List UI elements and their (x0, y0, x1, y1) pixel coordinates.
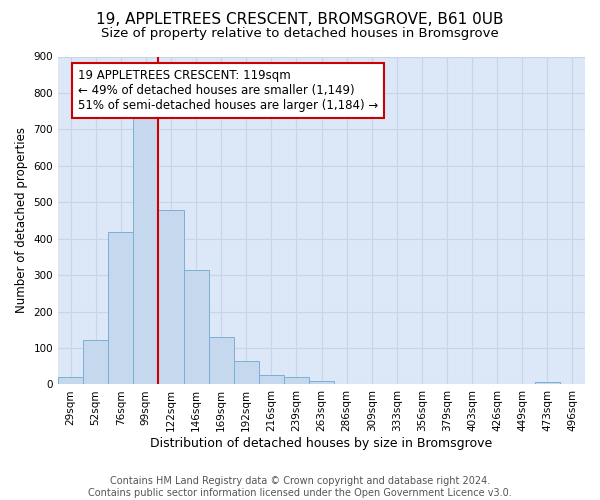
Y-axis label: Number of detached properties: Number of detached properties (15, 128, 28, 314)
Bar (58, 377, 83, 384)
Bar (259, 376, 284, 384)
Bar (133, 118, 158, 384)
Bar (309, 381, 334, 384)
Bar (284, 377, 309, 384)
Bar (83, 340, 108, 384)
Bar (108, 232, 133, 384)
X-axis label: Distribution of detached houses by size in Bromsgrove: Distribution of detached houses by size … (151, 437, 493, 450)
Text: Size of property relative to detached houses in Bromsgrove: Size of property relative to detached ho… (101, 28, 499, 40)
Bar (535, 382, 560, 384)
Bar (184, 270, 209, 384)
Text: Contains HM Land Registry data © Crown copyright and database right 2024.
Contai: Contains HM Land Registry data © Crown c… (88, 476, 512, 498)
Bar (209, 337, 233, 384)
Text: 19, APPLETREES CRESCENT, BROMSGROVE, B61 0UB: 19, APPLETREES CRESCENT, BROMSGROVE, B61… (96, 12, 504, 28)
Text: 19 APPLETREES CRESCENT: 119sqm
← 49% of detached houses are smaller (1,149)
51% : 19 APPLETREES CRESCENT: 119sqm ← 49% of … (78, 70, 379, 112)
Bar (233, 361, 259, 384)
Bar (158, 210, 184, 384)
